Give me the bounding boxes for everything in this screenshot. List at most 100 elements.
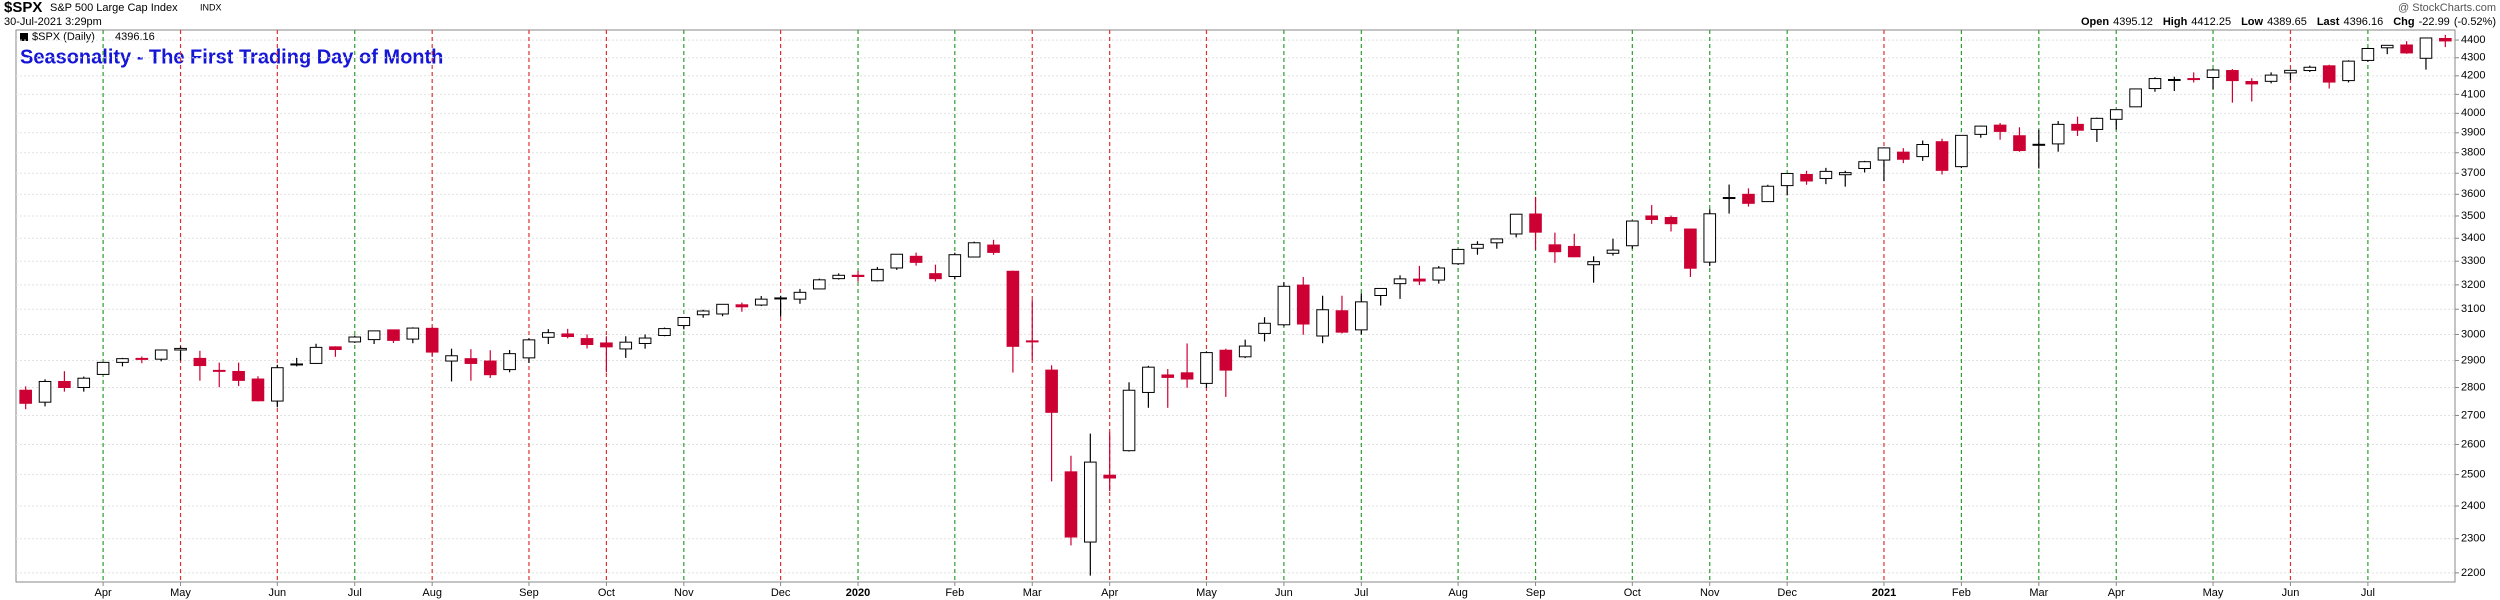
candle-body	[735, 304, 749, 308]
candle-body	[96, 361, 110, 375]
candle-body	[2168, 78, 2181, 81]
candle-body	[2129, 88, 2142, 108]
candle-body	[503, 353, 516, 371]
candle-body	[890, 253, 904, 269]
y-tick-label: 4000	[2461, 107, 2485, 119]
stat-value: -22.99	[2419, 16, 2450, 28]
candle-body	[1471, 243, 1484, 249]
candle-body	[329, 346, 342, 350]
index-name: S&P 500 Large Cap Index	[50, 2, 178, 14]
candle-body	[2303, 66, 2317, 72]
candle-body	[1490, 238, 1504, 244]
candle-body	[193, 357, 207, 367]
x-tick-label: Dec	[1777, 587, 1797, 599]
plot-frame	[15, 29, 2456, 583]
candle-body	[2380, 44, 2394, 49]
candle-body	[1935, 141, 1949, 171]
x-tick-label: Jul	[2361, 587, 2375, 599]
x-tick-label: May	[170, 587, 191, 599]
x-tick-label: Sep	[1526, 587, 1546, 599]
candle-body	[1413, 278, 1426, 282]
candle-body	[58, 380, 71, 388]
y-tick-label: 3900	[2461, 127, 2485, 139]
candle-body	[1142, 366, 1155, 393]
candle-body	[1045, 369, 1058, 413]
stat-label: Open	[2081, 16, 2109, 28]
x-tick-label: May	[1196, 587, 1217, 599]
candle-body	[1838, 172, 1852, 176]
x-tick-label: Apr	[1101, 587, 1118, 599]
y-tick-label: 2500	[2461, 469, 2485, 481]
candle-body	[600, 342, 613, 348]
candle-body	[2206, 69, 2220, 78]
candle-body	[774, 297, 787, 300]
candle-body	[77, 377, 91, 388]
candle-body	[1955, 134, 1968, 168]
candle-body	[2109, 109, 2123, 120]
candle-body	[1277, 285, 1291, 326]
candle-body	[116, 358, 129, 363]
candle-body	[174, 347, 187, 351]
candle-body	[1645, 215, 1658, 220]
x-tick-label: 2020	[846, 587, 870, 599]
candle-body	[1432, 267, 1446, 281]
candle-body	[542, 332, 555, 338]
candle-body	[38, 380, 52, 403]
candle-body	[212, 369, 226, 372]
candle-body	[987, 244, 1000, 253]
candle-body	[2187, 78, 2200, 81]
candle-body	[406, 327, 420, 340]
candle-body	[716, 303, 729, 315]
candle-body	[2439, 37, 2452, 42]
x-tick-label: Jun	[2282, 587, 2300, 599]
legend-label: $SPX (Daily)	[32, 31, 95, 43]
candle-body	[2051, 123, 2065, 145]
candle-body	[1180, 372, 1194, 380]
stat-value: 4389.65	[2267, 16, 2307, 28]
stat-change-pct: (-0.52%)	[2454, 16, 2496, 28]
y-tick-label: 4100	[2461, 88, 2485, 100]
exchange: INDX	[200, 2, 222, 12]
x-tick-label: Oct	[598, 587, 615, 599]
candle-body	[1238, 345, 1252, 358]
candle-body	[251, 378, 265, 402]
stat-value: 4412.25	[2191, 16, 2231, 28]
candle-body	[1258, 322, 1271, 334]
candle-body	[929, 273, 942, 280]
x-tick-label: Sep	[519, 587, 539, 599]
candle-body	[580, 338, 594, 346]
candle-body	[2226, 70, 2239, 82]
candle-body	[2419, 37, 2433, 59]
candle-body	[1200, 352, 1213, 384]
candle-body	[619, 341, 633, 350]
legend-value: 4396.16	[115, 31, 155, 43]
candle-body	[561, 333, 574, 338]
candle-body	[658, 328, 671, 336]
y-tick-label: 2400	[2461, 500, 2485, 512]
candle-body	[1684, 228, 1697, 269]
candle-body	[2245, 81, 2259, 85]
candle-body	[232, 370, 245, 381]
candle-body	[2090, 117, 2104, 130]
y-tick-label: 3400	[2461, 232, 2485, 244]
candle-body	[271, 367, 284, 402]
candle-body	[425, 327, 439, 353]
symbol: $SPX	[4, 0, 42, 16]
x-tick-label: May	[2203, 587, 2224, 599]
x-tick-label: Apr	[95, 587, 112, 599]
y-tick-label: 3100	[2461, 303, 2485, 315]
candle-body	[1916, 144, 1929, 158]
candle-body	[1161, 374, 1175, 378]
y-tick-label: 2600	[2461, 438, 2485, 450]
candle-body	[1064, 471, 1078, 538]
candle-body	[1606, 249, 1620, 254]
candle-body	[367, 330, 381, 341]
candle-body	[348, 336, 362, 343]
candle-body	[1355, 301, 1368, 331]
x-tick-label: Aug	[422, 587, 442, 599]
x-tick-label: Jul	[1354, 587, 1368, 599]
candle-body	[1974, 125, 1988, 135]
y-tick-label: 3600	[2461, 188, 2485, 200]
candle-body	[1703, 213, 1717, 263]
